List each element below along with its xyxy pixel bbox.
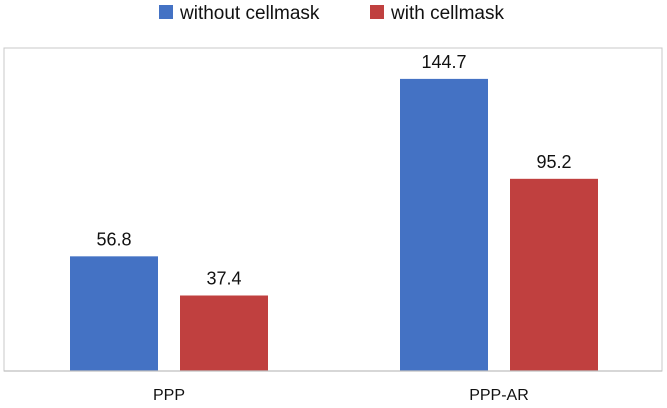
data-label-ppp-series-1: 37.4 — [206, 268, 241, 288]
bar-ppp-ar-series-0 — [400, 78, 488, 371]
legend-swatch-series-1 — [370, 5, 384, 19]
bar-ppp-ar-series-1 — [510, 178, 598, 371]
x-tick-label-ppp-ar: PPP-AR — [469, 387, 529, 404]
x-tick-label-ppp: PPP — [153, 387, 185, 404]
data-label-ppp-series-0: 56.8 — [96, 229, 131, 249]
data-label-ppp-ar-series-1: 95.2 — [536, 152, 571, 172]
legend-swatch-series-0 — [159, 5, 173, 19]
legend-label-series-0: without cellmask — [179, 3, 320, 24]
bar-ppp-series-0 — [70, 256, 158, 371]
legend: without cellmask with cellmask — [159, 3, 504, 24]
data-label-ppp-ar-series-0: 144.7 — [421, 52, 466, 72]
bars-group — [70, 78, 598, 371]
bar-ppp-series-1 — [180, 295, 268, 371]
x-tick-labels: PPP PPP-AR — [153, 387, 529, 404]
legend-label-series-1: with cellmask — [390, 3, 504, 24]
data-labels-group: 56.8 37.4 144.7 95.2 — [96, 52, 571, 289]
